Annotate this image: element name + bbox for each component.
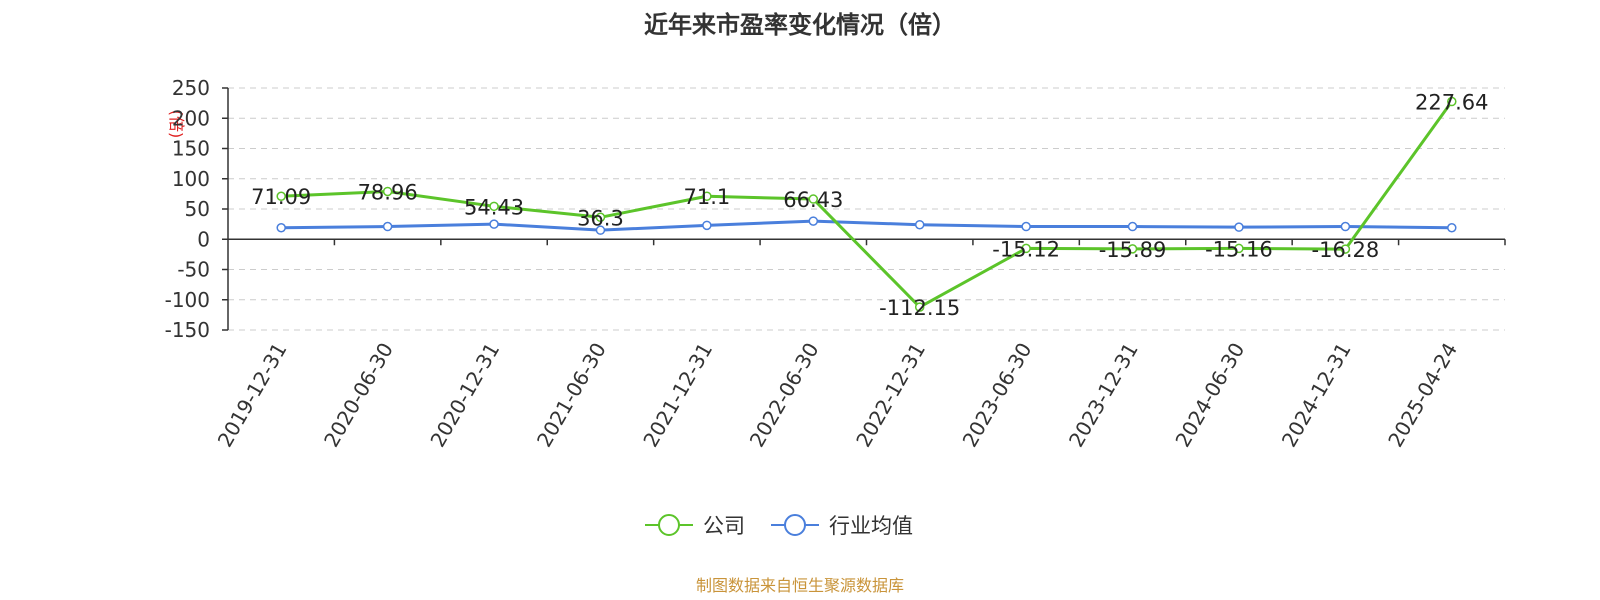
series-lines <box>276 96 1457 312</box>
data-point <box>276 223 286 233</box>
data-point <box>382 186 393 197</box>
x-tick-labels: 2019-12-31 2020-06-30 2020-12-31 2021-06-30… <box>213 338 1462 451</box>
data-point <box>1021 221 1031 232</box>
y-tick-label: 0 <box>197 227 210 251</box>
axes <box>222 87 1506 331</box>
data-point <box>1234 222 1244 232</box>
data-point <box>1340 244 1351 254</box>
data-point <box>595 225 606 235</box>
data-label: 78.96 <box>358 180 418 204</box>
y-tick-labels: 250 200 150 100 50 0 -50 -100 -150 <box>165 76 210 342</box>
data-label: 66.43 <box>783 188 843 212</box>
data-label: 36.3 <box>577 206 624 230</box>
y-tick-label: -50 <box>177 258 210 282</box>
y-tick-label: 250 <box>172 76 210 100</box>
data-point <box>382 221 393 232</box>
y-tick-label: 200 <box>172 106 210 130</box>
data-label: 227.64 <box>1415 91 1488 115</box>
y-tick-label: -150 <box>165 318 210 342</box>
x-tick-label: 2020-12-31 <box>425 338 504 451</box>
y-tick-label: 150 <box>172 137 210 161</box>
data-point <box>276 191 286 201</box>
data-point <box>914 302 925 312</box>
x-tick-label: 2021-12-31 <box>638 339 717 452</box>
data-label: 71.1 <box>683 185 730 209</box>
x-tick-label: 2025-04-24 <box>1383 339 1462 452</box>
x-tick-label: 2022-12-31 <box>851 338 930 451</box>
data-label: -15.12 <box>992 237 1060 261</box>
data-point <box>1447 223 1457 233</box>
x-tick-label: 2022-06-30 <box>745 339 824 452</box>
data-point <box>702 191 712 201</box>
data-labels: 71.09 78.96 54.43 36.3 71.1 66.43 -112.15 -15.1… <box>251 91 1488 321</box>
legend-label: 行业均值 <box>829 514 913 538</box>
legend: 公司 行业均值 <box>645 514 913 538</box>
x-tick-label: 2023-06-30 <box>958 339 1037 452</box>
data-label: -16.28 <box>1312 238 1380 262</box>
chart-title: 近年来市盈率变化情况（倍） <box>644 11 956 39</box>
y-axis-unit-label: (倍) <box>167 110 186 139</box>
data-point <box>1127 244 1138 254</box>
data-label: 54.43 <box>464 195 524 219</box>
x-tick-label: 2023-12-31 <box>1064 339 1143 452</box>
legend-marker <box>658 514 680 536</box>
data-point <box>702 220 712 231</box>
series-line-1 <box>281 219 1452 232</box>
data-point <box>489 219 499 229</box>
series-line-0 <box>281 100 1454 309</box>
legend-label: 公司 <box>703 514 745 538</box>
data-label: -15.89 <box>1099 238 1167 262</box>
x-tick-label: 2019-12-31 <box>213 339 292 452</box>
data-point <box>1127 221 1138 232</box>
source-note: 制图数据来自恒生聚源数据库 <box>696 576 904 595</box>
x-tick-label: 2021-06-30 <box>532 339 611 452</box>
data-point <box>1447 96 1457 107</box>
y-tick-label: 50 <box>185 197 210 221</box>
x-tick-label: 2020-06-30 <box>319 339 398 452</box>
data-point <box>808 194 819 204</box>
data-point <box>1340 221 1351 232</box>
x-tick-label: 2024-06-30 <box>1170 339 1249 452</box>
data-point <box>1021 243 1031 254</box>
x-tick-label: 2024-12-31 <box>1277 339 1356 452</box>
data-point <box>914 219 925 230</box>
data-label: 71.09 <box>251 185 311 209</box>
data-label: -15.16 <box>1205 237 1273 261</box>
data-point <box>489 201 499 212</box>
data-label: -112.15 <box>879 296 960 320</box>
y-tick-label: 100 <box>172 167 210 191</box>
data-point <box>1234 243 1244 254</box>
y-tick-label: -100 <box>165 288 210 312</box>
grid-lines <box>228 87 1505 331</box>
data-point <box>808 216 819 226</box>
legend-marker <box>784 514 806 536</box>
data-point <box>595 212 606 223</box>
